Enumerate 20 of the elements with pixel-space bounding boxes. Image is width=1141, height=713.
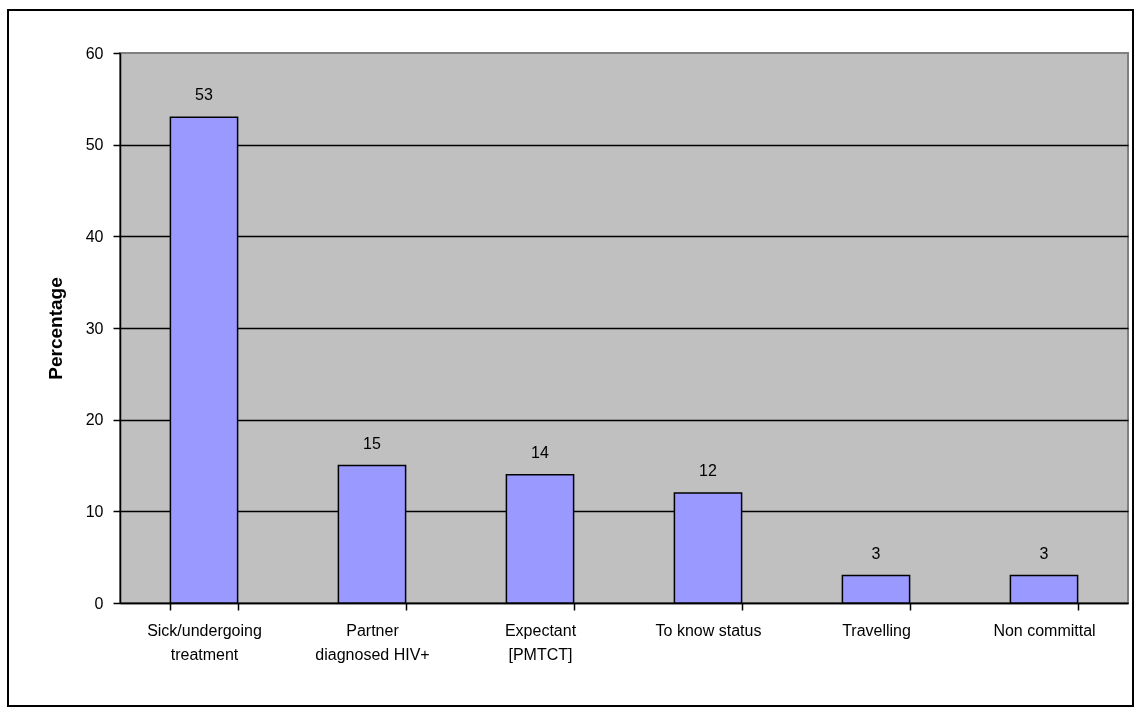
y-axis-title: Percentage [44,277,66,380]
y-tick-label: 40 [85,227,104,245]
x-tick-label: Non committal [993,621,1096,639]
y-tick-label: 60 [85,44,104,62]
x-tick-label: Travelling [842,621,911,639]
y-tick-label: 50 [85,136,104,154]
data-label: 53 [195,86,213,104]
y-tick-label: 0 [94,594,104,612]
x-tick-label: Sick/undergoing treatment [147,621,262,663]
y-tick-label: 10 [85,502,104,520]
x-tick-label: Expectant [PMTCT] [504,621,577,663]
data-label: 15 [363,434,381,452]
data-label: 12 [699,462,717,479]
x-tick-label: To know status [655,621,762,639]
y-tick-label: 20 [85,411,104,429]
y-tick-label: 30 [85,319,104,337]
data-label: 14 [531,443,549,461]
data-label: 3 [1039,544,1049,562]
data-label: 3 [871,544,881,562]
x-tick-label: Partner diagnosed HIV+ [315,621,430,663]
